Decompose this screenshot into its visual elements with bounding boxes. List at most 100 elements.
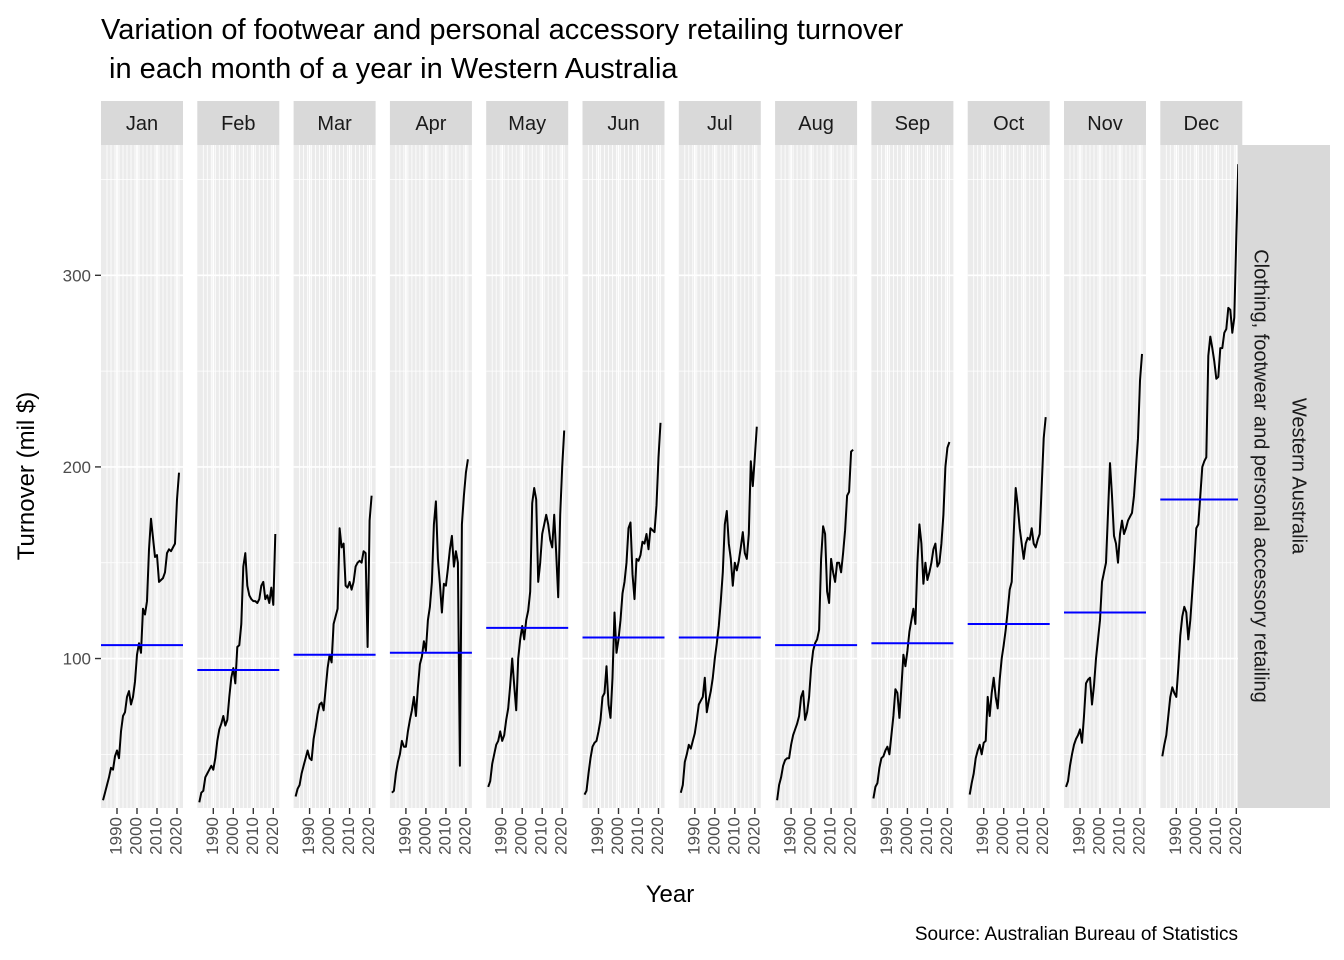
panel-sep: Sep 1990 2000 2010 2020 (871, 101, 956, 855)
strip-label: Oct (993, 113, 1025, 135)
strip-sep (871, 101, 954, 145)
x-tick-label: 2000 (897, 817, 916, 855)
strip-jan (101, 101, 183, 145)
x-tick-label: 1990 (395, 817, 414, 855)
panel-aug: Aug 1990 2000 2010 2020 (775, 101, 860, 855)
x-axis-title: Year (646, 881, 695, 908)
x-tick-label: 1990 (588, 817, 607, 855)
series-line-may (487, 430, 566, 788)
x-tick-label: 2020 (1226, 817, 1245, 855)
panel-mar: Mar 1990 2000 2010 2020 (293, 101, 378, 855)
series-line-jan (102, 472, 180, 801)
x-tick-label: 2000 (1089, 817, 1108, 855)
panel-nov: Nov 1990 2000 2010 2020 (1064, 101, 1148, 855)
strip-label: May (508, 113, 546, 135)
strip-label: Jul (707, 113, 733, 135)
strip-label: Apr (415, 113, 446, 135)
series-line-oct (968, 417, 1047, 795)
panel-apr: Apr 1990 2000 2010 2020 (389, 101, 474, 855)
strip-jun (582, 101, 665, 145)
x-tick-label: 1990 (684, 817, 703, 855)
row-strip-label-region: Western Australia (1288, 398, 1310, 555)
x-tick-label: 2000 (415, 817, 434, 855)
x-tick-label: 2000 (223, 817, 242, 855)
x-tick-label: 1990 (877, 817, 896, 855)
strip-feb (197, 101, 280, 145)
x-tick-label: 1990 (973, 817, 992, 855)
strip-mar (293, 101, 376, 145)
x-tick-label: 1990 (781, 817, 800, 855)
strip-apr (389, 101, 472, 145)
x-tick-label: 1990 (1069, 817, 1088, 855)
panel-jun: Jun 1990 2000 2010 2020 (582, 101, 667, 855)
x-tick-label: 2000 (608, 817, 627, 855)
strip-label: Dec (1184, 113, 1220, 135)
y-axis: 100 200 300 (63, 266, 101, 669)
series-line-apr (391, 459, 469, 794)
series-line-nov (1065, 353, 1143, 788)
x-tick-label: 2010 (628, 817, 647, 855)
strip-oct (967, 101, 1050, 145)
x-tick-label: 1990 (203, 817, 222, 855)
x-tick-label: 2010 (146, 817, 165, 855)
y-tick-label: 300 (63, 266, 91, 285)
panel-jul: Jul 1990 2000 2010 2020 (678, 101, 763, 855)
x-tick-label: 2010 (435, 817, 454, 855)
x-tick-label: 1990 (299, 817, 318, 855)
panel-oct: Oct 1990 2000 2010 2020 (967, 101, 1052, 855)
row-strip (1238, 145, 1330, 808)
strip-label: Jan (126, 113, 158, 135)
x-tick-label: 2010 (243, 817, 262, 855)
x-tick-label: 2020 (166, 817, 185, 855)
x-tick-label: 2000 (801, 817, 820, 855)
panel-feb: Feb 1990 2000 2010 2020 (197, 101, 282, 855)
x-tick-label: 2020 (263, 817, 282, 855)
chart-title-line-1: Variation of footwear and personal acces… (101, 14, 904, 46)
panel-dec: Dec 1990 2000 2010 2020 (1160, 101, 1245, 855)
x-tick-label: 1990 (106, 817, 125, 855)
x-tick-label: 2000 (993, 817, 1012, 855)
strip-label: Jun (607, 113, 639, 135)
x-tick-label: 2020 (1033, 817, 1052, 855)
x-tick-label: 2010 (1109, 817, 1128, 855)
strip-nov (1064, 101, 1146, 145)
y-tick-label: 100 (63, 650, 91, 669)
x-tick-label: 2000 (704, 817, 723, 855)
series-line-dec (1161, 164, 1240, 757)
series-line-jun (583, 422, 662, 796)
series-line-jul (679, 426, 758, 793)
x-tick-label: 2020 (648, 817, 667, 855)
y-axis-title: Turnover (mil $) (13, 392, 40, 560)
x-tick-label: 2020 (1129, 817, 1148, 855)
series-line-aug (776, 448, 854, 801)
x-tick-label: 2020 (359, 817, 378, 855)
strip-label: Feb (221, 113, 255, 135)
x-tick-label: 2000 (126, 817, 145, 855)
series-line-mar (294, 495, 373, 797)
strip-label: Mar (317, 113, 352, 135)
series-line-feb (198, 533, 277, 803)
x-tick-label: 2000 (1186, 817, 1205, 855)
x-tick-label: 2020 (552, 817, 571, 855)
panel-may: May 1990 2000 2010 2020 (486, 101, 571, 855)
x-tick-label: 2020 (744, 817, 763, 855)
x-tick-label: 2000 (319, 817, 338, 855)
chart-title-line-2: in each month of a year in Western Austr… (101, 53, 678, 85)
strip-label: Nov (1087, 113, 1123, 135)
x-tick-label: 2020 (841, 817, 860, 855)
x-tick-label: 2010 (1013, 817, 1032, 855)
x-tick-label: 2010 (821, 817, 840, 855)
series-line-sep (872, 441, 951, 799)
x-tick-label: 2010 (1206, 817, 1225, 855)
x-tick-label: 2010 (917, 817, 936, 855)
caption: Source: Australian Bureau of Statistics (915, 924, 1238, 945)
x-tick-label: 1990 (492, 817, 511, 855)
strip-jul (678, 101, 761, 145)
strip-may (486, 101, 569, 145)
x-tick-label: 2010 (724, 817, 743, 855)
strip-aug (775, 101, 858, 145)
strip-dec (1160, 101, 1243, 145)
x-tick-label: 2000 (512, 817, 531, 855)
